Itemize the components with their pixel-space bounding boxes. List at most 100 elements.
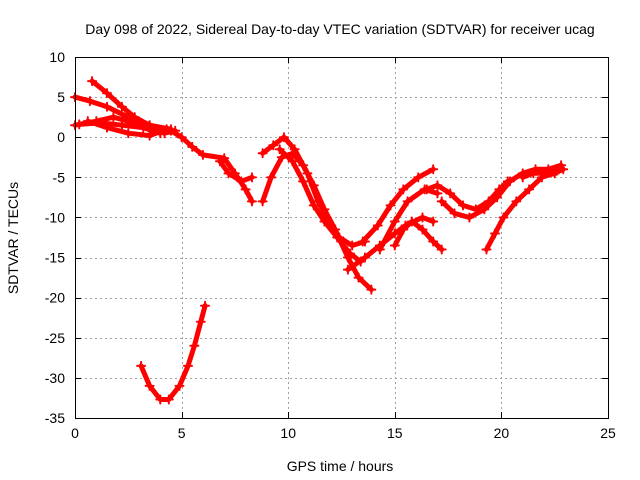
data-point-marker: [385, 200, 396, 211]
data-point-marker: [274, 144, 285, 155]
x-tick-label: 25: [600, 425, 616, 441]
data-point-marker: [182, 360, 193, 371]
data-point-marker: [195, 316, 206, 327]
data-point-marker: [504, 176, 515, 187]
data-point-marker: [432, 188, 443, 199]
series-pass-h: [257, 132, 370, 251]
data-point-marker: [417, 212, 428, 223]
data-point-marker: [436, 196, 447, 207]
y-axis-label: SDTVAR / TECUs: [5, 182, 21, 294]
data-point-marker: [428, 164, 439, 175]
chart-title: Day 098 of 2022, Sidereal Day-to-day VTE…: [85, 21, 594, 37]
data-point-marker: [189, 340, 200, 351]
data-point-marker: [155, 394, 166, 405]
data-point-marker: [287, 156, 298, 167]
data-point-marker: [342, 264, 353, 275]
y-tick-label: -15: [45, 250, 65, 266]
data-point-marker: [123, 128, 134, 139]
series-trace: [520, 168, 560, 180]
data-point-marker: [428, 236, 439, 247]
x-tick-label: 10: [280, 425, 296, 441]
x-tick-labels: 0 5 10 15 20 25: [71, 425, 616, 441]
data-point-marker: [84, 96, 95, 107]
data-point-marker: [200, 300, 211, 311]
data-point-marker: [101, 122, 112, 133]
data-point-marker: [353, 272, 364, 283]
data-point-marker: [357, 236, 368, 247]
series-trace: [260, 150, 374, 293]
series-pass-g: [257, 148, 377, 295]
data-point-marker: [464, 212, 475, 223]
data-point-marker: [144, 130, 155, 141]
series-pass-e: [82, 116, 172, 141]
data-point-marker: [319, 216, 330, 227]
data-point-marker: [257, 148, 268, 159]
data-point-marker: [163, 394, 174, 405]
data-point-marker: [524, 184, 535, 195]
data-point-marker: [246, 172, 257, 183]
y-tick-label: -35: [45, 410, 65, 426]
series-pass-j: [342, 212, 439, 275]
data-point-marker: [214, 156, 225, 167]
data-point-marker: [308, 200, 319, 211]
data-point-marker: [445, 188, 456, 199]
data-point-marker: [406, 216, 417, 227]
data-point-marker: [313, 196, 324, 207]
data-point-marker: [492, 192, 503, 203]
data-point-marker: [136, 360, 147, 371]
x-tick-label: 0: [71, 425, 79, 441]
y-tick-label: -10: [45, 209, 65, 225]
y-tick-label: -25: [45, 330, 65, 346]
data-point-marker: [389, 216, 400, 227]
data-point-marker: [298, 176, 309, 187]
data-point-marker: [402, 196, 413, 207]
series-pass-a: [70, 92, 257, 207]
data-point-marker: [240, 184, 251, 195]
data-point-marker: [432, 180, 443, 191]
data-point-marker: [345, 248, 356, 259]
data-point-marker: [389, 228, 400, 239]
data-point-marker: [129, 112, 140, 123]
series-pass-m: [389, 216, 447, 255]
data-point-marker: [138, 122, 149, 133]
data-point-marker: [449, 208, 460, 219]
data-point-marker: [257, 196, 268, 207]
plot-frame: [75, 57, 609, 419]
data-point-marker: [372, 220, 383, 231]
series-pass-r: [136, 300, 211, 405]
data-point-marker: [116, 101, 127, 112]
data-point-marker: [374, 244, 385, 255]
data-point-marker: [236, 176, 247, 187]
data-point-marker: [539, 168, 550, 179]
series-trace: [439, 162, 564, 220]
data-point-marker: [266, 172, 277, 183]
data-point-marker: [278, 132, 289, 143]
data-point-marker: [101, 88, 112, 99]
data-point-marker: [289, 144, 300, 155]
series-trace: [217, 158, 255, 184]
y-tick-label: 0: [57, 129, 65, 145]
y-tick-label: -30: [45, 370, 65, 386]
data-point-marker: [197, 149, 208, 160]
data-point-marker: [389, 240, 400, 251]
data-point-marker: [517, 172, 528, 183]
data-point-marker: [511, 196, 522, 207]
y-tick-label: 5: [57, 89, 65, 105]
data-point-marker: [187, 141, 198, 152]
series-trace: [484, 166, 566, 252]
series-pass-q: [517, 165, 562, 183]
data-point-marker: [417, 224, 428, 235]
data-point-marker: [108, 112, 119, 123]
data-point-marker: [246, 196, 257, 207]
data-point-marker: [458, 200, 469, 211]
data-point-marker: [398, 224, 409, 235]
data-point-marker: [87, 76, 98, 87]
x-axis-label: GPS time / hours: [287, 458, 394, 474]
x-tick-label: 5: [178, 425, 186, 441]
y-tick-label: 10: [49, 49, 65, 65]
data-point-marker: [176, 132, 187, 143]
y-tick-labels: 10 5 0 -5 -10 -15 -20 -25 -30 -35: [45, 49, 65, 426]
series-trace: [72, 94, 255, 204]
data-point-marker: [101, 101, 112, 112]
